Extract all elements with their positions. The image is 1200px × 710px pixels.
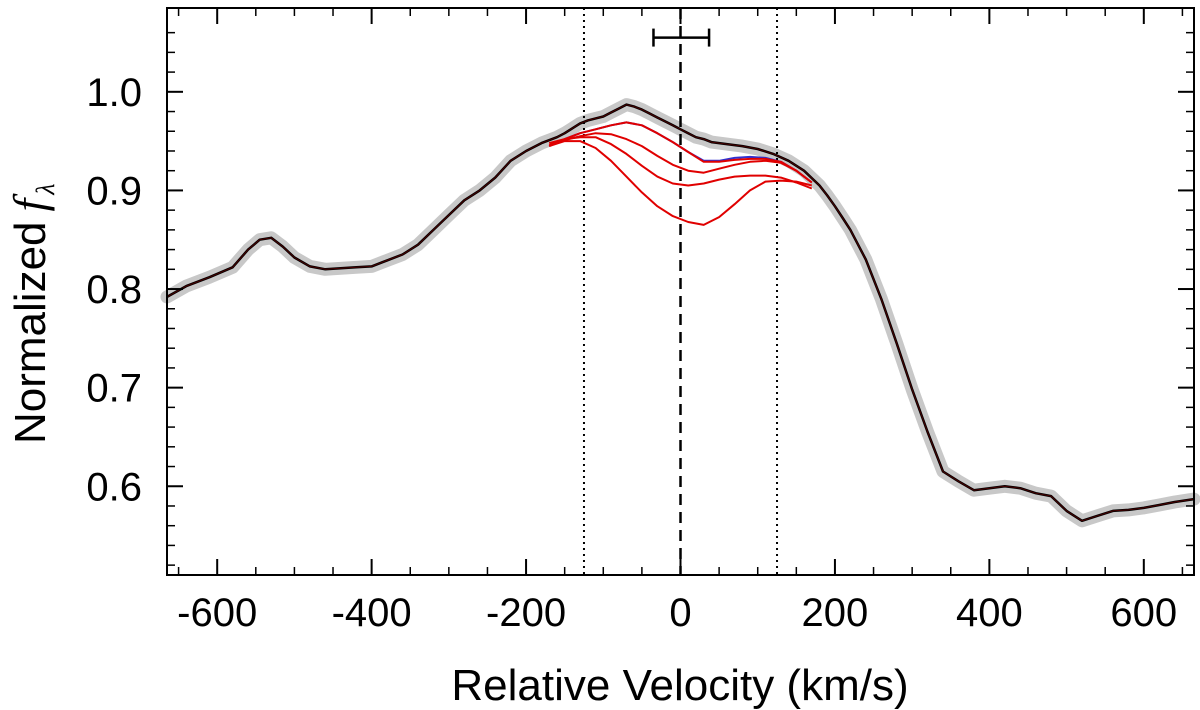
x-tick-label: -200 [486, 591, 566, 635]
series-model-3 [548, 132, 813, 184]
y-tick-label: 0.9 [86, 169, 142, 213]
x-tick-label: -400 [332, 591, 412, 635]
x-tick-label: 200 [802, 591, 869, 635]
y-tick-label: 1.0 [86, 71, 142, 115]
x-tick-label: 600 [1110, 591, 1177, 635]
series-model-4 [548, 136, 813, 190]
y-tick-label: 0.6 [86, 465, 142, 509]
series-observed-overlay [166, 104, 1195, 522]
x-tick-label: -600 [177, 591, 257, 635]
y-tick-label: 0.8 [86, 268, 142, 312]
x-tick-label: 0 [669, 591, 691, 635]
series-model-2 [548, 121, 813, 184]
y-tick-label: 0.7 [86, 367, 142, 411]
x-axis-label: Relative Velocity (km/s) [451, 661, 908, 710]
x-tick-label: 400 [956, 591, 1023, 635]
y-axis-label: Normalized f λ [4, 183, 60, 444]
series-model-5 [548, 140, 813, 226]
